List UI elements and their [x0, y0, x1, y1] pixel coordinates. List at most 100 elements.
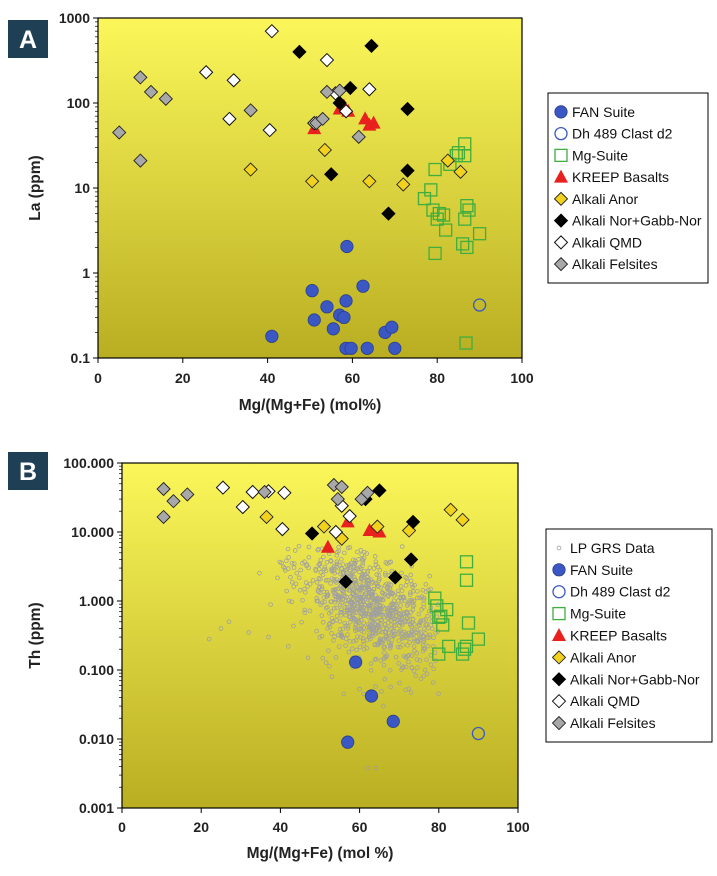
panel-b-point-lp-grs-data	[428, 662, 434, 667]
panel-b-point-lp-grs-data	[331, 565, 337, 570]
panel-b-point-lp-grs-data	[386, 594, 391, 599]
panel-b-legend-item-mg-suite: Mg-Suite	[552, 606, 626, 622]
panel-b-point-lp-grs-data	[318, 570, 324, 575]
panel-b-point-lp-grs-data	[337, 626, 343, 632]
panel-a-legend-item-fan-suite: FAN Suite	[554, 104, 635, 120]
panel-a-legend-box	[547, 92, 709, 284]
panel-b-point-lp-grs-data	[336, 548, 342, 554]
panel-a-legend-label: Dh 489 Clast d2	[572, 126, 673, 142]
panel-b-point-lp-grs-data	[374, 581, 380, 587]
panel-b-point-lp-grs-data	[381, 662, 387, 668]
panel-a-legend-marker	[554, 126, 568, 141]
panel-b-point-lp-grs-data	[360, 607, 366, 613]
panel-b-point-lp-grs-data	[399, 636, 405, 641]
panel-b-point-lp-grs-data	[393, 654, 399, 660]
panel-b-point-lp-grs-data	[340, 588, 345, 594]
panel-b-point-lp-grs-data	[361, 641, 367, 647]
panel-b-point-lp-grs-data	[351, 586, 357, 591]
panel-b-point-lp-grs-data	[339, 557, 344, 562]
panel-b-series-dh-489-clast-d2	[471, 726, 486, 741]
panel-b-point-lp-grs-data	[345, 608, 351, 614]
panel-a-point-alkali-felsites	[351, 129, 366, 144]
panel-b-point-lp-grs-data	[322, 566, 327, 572]
panel-b-point-lp-grs-data	[382, 591, 388, 597]
panel-b-point-lp-grs-data	[396, 638, 402, 643]
panel-a-point-fan-suite	[307, 313, 321, 327]
panel-b-point-lp-grs-data	[409, 624, 414, 630]
panel-b-point-lp-grs-data	[345, 563, 350, 568]
panel-a-point-alkali-anor	[440, 153, 455, 168]
panel-a-point-alkali-anor	[396, 177, 411, 192]
panel-b-point-lp-grs-data	[405, 642, 410, 648]
panel-b-label: B	[8, 452, 48, 490]
panel-b-point-lp-grs-data	[350, 605, 356, 611]
panel-b-point-alkali-nor-gabb-nor	[338, 574, 353, 589]
panel-b-point-lp-grs-data	[285, 546, 291, 552]
panel-b-point-lp-grs-data	[321, 554, 326, 560]
panel-b-point-lp-grs-data	[361, 620, 366, 626]
panel-b-point-lp-grs-data	[334, 561, 340, 567]
panel-b-point-alkali-felsites	[360, 485, 375, 500]
panel-b-point-mg-suite	[428, 591, 442, 605]
panel-a-point-fan-suite	[356, 279, 370, 293]
panel-b-point-lp-grs-data	[341, 590, 346, 595]
panel-a-point-alkali-felsites	[158, 91, 173, 106]
panel-b-point-lp-grs-data	[387, 645, 393, 651]
panel-b-point-lp-grs-data	[358, 599, 364, 604]
panel-a-point-alkali-felsites	[133, 70, 148, 85]
panel-b-point-lp-grs-data	[376, 573, 382, 578]
panel-b-point-lp-grs-data	[321, 589, 327, 595]
panel-b-point-lp-grs-data	[375, 630, 381, 636]
panel-b-point-lp-grs-data	[381, 656, 387, 662]
panel-a-series-alkali-felsites	[112, 70, 366, 168]
panel-b-point-lp-grs-data	[348, 565, 353, 570]
panel-b-point-lp-grs-data	[365, 584, 370, 589]
panel-b-point-lp-grs-data	[282, 568, 288, 573]
panel-a-point-alkali-qmd	[264, 23, 280, 39]
panel-b-point-lp-grs-data	[325, 626, 330, 631]
panel-b-point-alkali-anor	[370, 519, 385, 534]
panel-b-point-lp-grs-data	[345, 624, 351, 629]
panel-b-point-mg-suite	[459, 555, 474, 569]
panel-b-point-lp-grs-data	[398, 628, 404, 633]
panel-b-point-lp-grs-data	[379, 689, 384, 694]
panel-b-point-lp-grs-data	[376, 640, 382, 646]
panel-b-point-lp-grs-data	[328, 559, 334, 564]
panel-b-point-alkali-qmd	[275, 521, 290, 537]
panel-b-point-lp-grs-data	[302, 559, 307, 565]
panel-b-point-alkali-felsites	[257, 484, 272, 500]
panel-b-point-alkali-qmd	[235, 499, 250, 515]
panel-b-point-lp-grs-data	[421, 634, 427, 640]
panel-b-point-lp-grs-data	[382, 644, 388, 650]
panel-b-legend-label: Dh 489 Clast d2	[570, 584, 671, 600]
panel-b-point-lp-grs-data	[303, 590, 308, 595]
panel-a-point-mg-suite	[439, 223, 453, 237]
panel-a-point-alkali-anor	[304, 174, 320, 189]
panel-b-point-lp-grs-data	[367, 604, 372, 609]
panel-b-legend-item-alkali-felsites: Alkali Felsites	[551, 715, 656, 731]
panel-a-legend-item-alkali-felsites: Alkali Felsites	[553, 256, 658, 272]
panel-a-point-alkali-nor-gabb-nor	[381, 206, 396, 221]
panel-b-point-lp-grs-data	[319, 613, 325, 618]
panel-b-point-lp-grs-data	[322, 599, 327, 605]
panel-b-point-lp-grs-data	[428, 586, 433, 592]
panel-a-legend: FAN Suite Dh 489 Clast d2 Mg-Suite KREEP Ba…	[547, 92, 709, 284]
panel-a-legend-item-alkali-qmd: Alkali QMD	[553, 234, 642, 250]
panel-b-point-lp-grs-data	[391, 633, 396, 638]
panel-b: B 0 20 40 60 80 100 Mg/(Mg+Fe) (mol %) 0.001 0.01…	[8, 452, 713, 862]
panel-b-point-lp-grs-data	[366, 594, 372, 599]
panel-b-point-lp-grs-data	[345, 632, 350, 637]
panel-b-point-lp-grs-data	[370, 610, 375, 615]
panel-b-point-lp-grs-data	[357, 686, 362, 692]
panel-a-point-alkali-qmd	[198, 65, 214, 80]
panel-b-point-lp-grs-data	[415, 665, 420, 670]
panel-b-point-lp-grs-data	[427, 573, 432, 579]
panel-b-point-lp-grs-data	[407, 640, 412, 645]
panel-b-point-lp-grs-data	[384, 636, 389, 642]
panel-b-point-lp-grs-data	[294, 570, 300, 576]
panel-b-point-lp-grs-data	[257, 570, 262, 576]
panel-b-point-lp-grs-data	[368, 636, 373, 642]
panel-b-point-lp-grs-data	[366, 587, 371, 592]
panel-b-point-lp-grs-data	[411, 636, 417, 641]
panel-b-point-mg-suite	[459, 639, 474, 654]
